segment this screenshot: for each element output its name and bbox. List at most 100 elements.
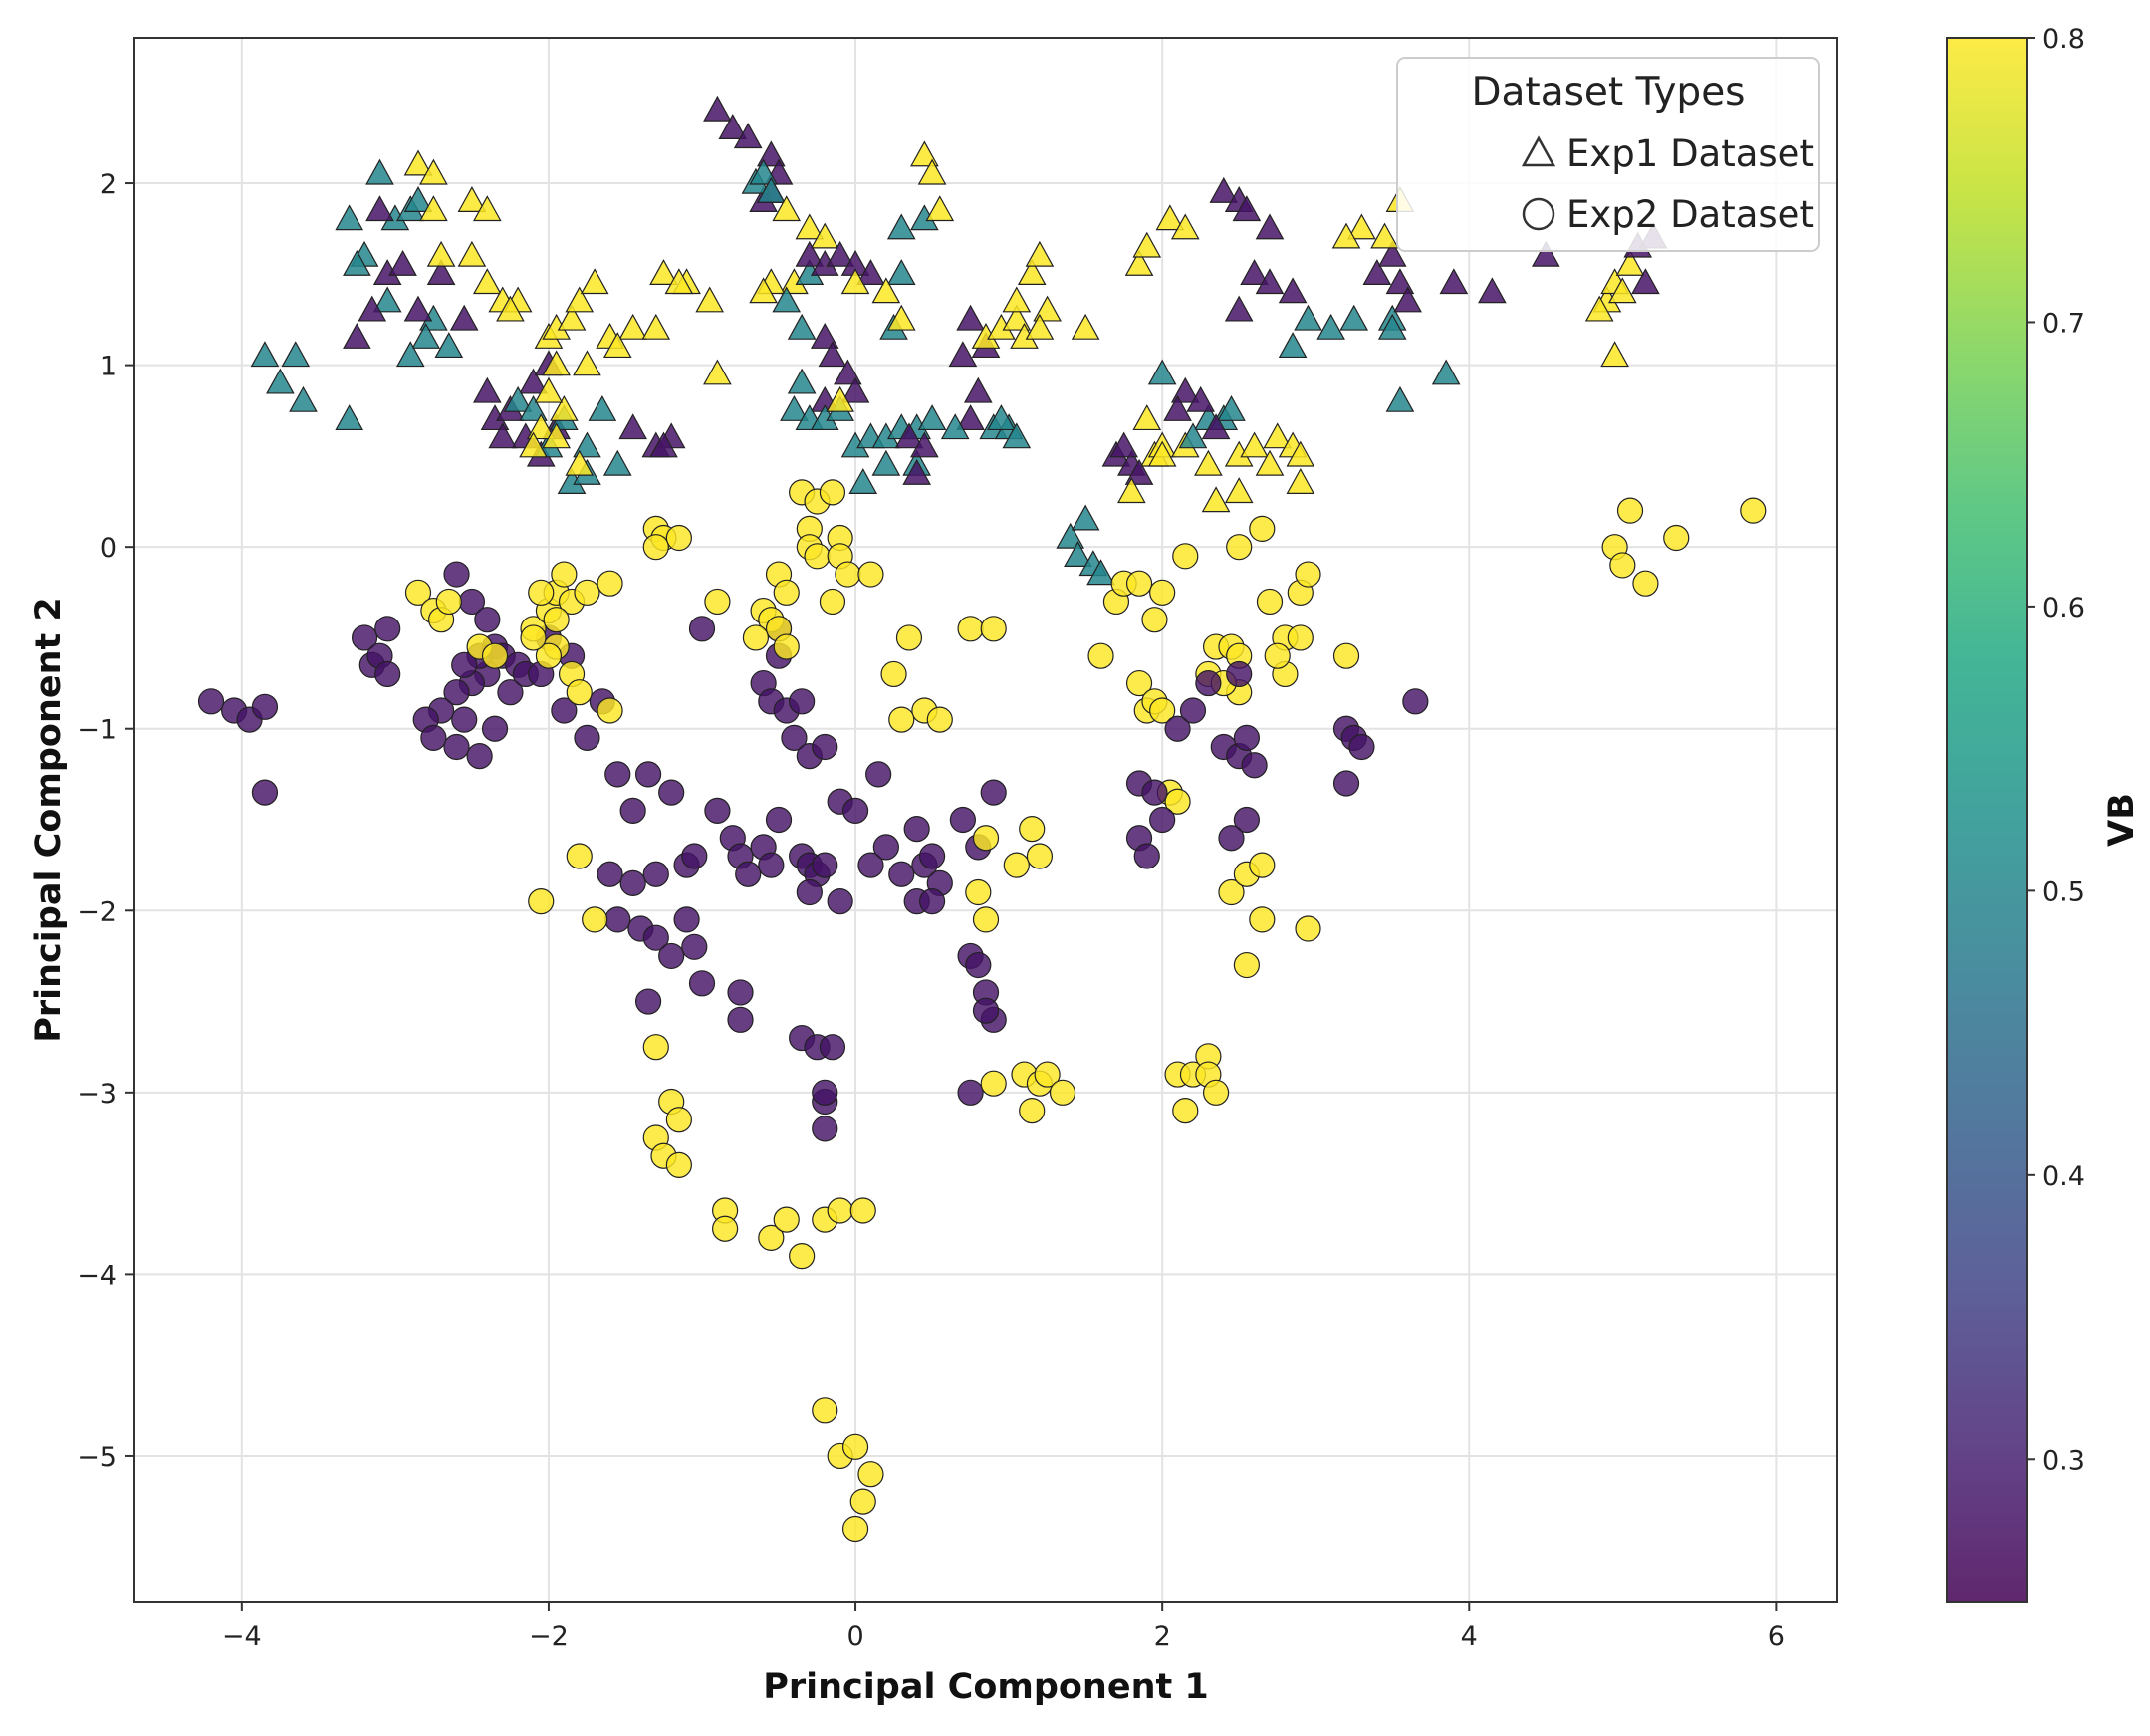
- x-tick-label-1: −2: [529, 1621, 569, 1652]
- exp2-point-244: [1295, 915, 1321, 942]
- exp1-point-48: [573, 431, 601, 458]
- exp1-point-106: [834, 359, 862, 385]
- exp1-point-30: [496, 295, 525, 322]
- exp1-point-82: [733, 123, 763, 149]
- exp1-point-120: [848, 468, 878, 494]
- exp1-point-224: [1608, 277, 1637, 304]
- exp2-point-178: [857, 1461, 884, 1488]
- exp1-point-209: [1385, 385, 1415, 412]
- exp2-point-23: [466, 743, 493, 770]
- legend-title: Dataset Types: [1471, 70, 1745, 115]
- exp2-point-245: [1233, 951, 1260, 979]
- exp2-point-171: [827, 1197, 853, 1224]
- exp1-point-137: [956, 304, 985, 331]
- exp1-point-184: [1240, 431, 1269, 458]
- exp1-point-14: [343, 322, 371, 349]
- exp1-point-134: [894, 422, 924, 449]
- y-tick-label-6: 1: [100, 352, 117, 382]
- exp2-point-48: [597, 570, 623, 597]
- exp1-point-5: [403, 186, 433, 212]
- exp2-point-172: [849, 1197, 876, 1224]
- exp1-point-24: [457, 186, 487, 212]
- exp2-point-59: [665, 524, 692, 552]
- exp2-point-97: [812, 1116, 838, 1142]
- exp2-point-106: [903, 816, 930, 843]
- exp2-point-63: [634, 761, 662, 788]
- exp1-point-67: [641, 313, 671, 340]
- exp2-point-54: [597, 697, 623, 724]
- exp1-point-105: [818, 341, 847, 368]
- exp1-point-130: [871, 277, 901, 304]
- exp1-point-125: [886, 259, 916, 286]
- exp1-point-66: [618, 313, 647, 340]
- exp1-point-0: [335, 204, 363, 231]
- exp2-point-77: [704, 797, 731, 824]
- exp1-point-152: [1025, 240, 1055, 267]
- exp1-point-191: [1124, 249, 1154, 276]
- exp1-point-10: [395, 341, 425, 368]
- x-tick-label-0: −4: [222, 1621, 262, 1652]
- exp2-point-25: [451, 706, 478, 733]
- exp1-point-192: [1132, 231, 1162, 258]
- exp2-point-224: [1149, 806, 1176, 834]
- exp1-point-73: [618, 413, 647, 440]
- exp2-point-159: [642, 1034, 669, 1061]
- exp2-point-257: [1740, 497, 1767, 524]
- exp2-point-253: [1609, 552, 1636, 579]
- exp1-point-169: [1132, 404, 1162, 431]
- exp2-point-251: [1202, 1079, 1230, 1106]
- exp1-point-62: [557, 304, 587, 331]
- exp2-point-198: [1149, 697, 1176, 724]
- exp1-point-215: [1439, 268, 1469, 295]
- exp2-point-213: [1264, 642, 1291, 669]
- exp1-point-132: [840, 268, 870, 295]
- exp2-point-70: [658, 942, 685, 970]
- exp1-point-229: [1631, 268, 1660, 295]
- exp1-point-79: [664, 268, 694, 295]
- exp2-point-222: [1133, 843, 1160, 869]
- exp1-point-204: [1316, 313, 1345, 340]
- data-points: [197, 95, 1767, 1543]
- exp1-point-80: [703, 95, 732, 122]
- x-axis-ticks: −4 −2 0 2 4 6: [222, 1602, 1785, 1652]
- exp2-point-158: [582, 906, 608, 933]
- exp2-point-118: [957, 1079, 984, 1106]
- exp2-point-166: [712, 1215, 739, 1242]
- exp2-point-129: [688, 616, 716, 642]
- exp1-point-202: [1278, 277, 1308, 304]
- exp2-point-67: [604, 906, 631, 933]
- exp2-point-80: [735, 861, 762, 887]
- exp2-point-76: [681, 843, 708, 869]
- exp2-point-117: [972, 997, 1000, 1024]
- exp2-point-176: [849, 1488, 876, 1515]
- exp1-point-109: [780, 395, 809, 421]
- exp1-point-138: [948, 341, 978, 368]
- exp2-point-82: [727, 1006, 754, 1033]
- exp1-point-95: [749, 277, 778, 304]
- exp1-point-90: [772, 195, 802, 222]
- exp2-point-150: [895, 624, 923, 651]
- exp1-point-205: [1339, 304, 1369, 331]
- colorbar-tick-label-4: 0.7: [2042, 308, 2085, 339]
- exp2-point-41: [481, 642, 509, 669]
- exp2-point-233: [1233, 806, 1260, 834]
- exp2-point-49: [528, 579, 555, 606]
- exp2-point-140: [819, 588, 846, 616]
- exp2-point-119: [965, 951, 992, 979]
- exp1-point-89: [757, 176, 786, 203]
- colorbar-tick-label-3: 0.6: [2042, 593, 2085, 623]
- exp1-point-221: [1331, 222, 1361, 249]
- exp1-point-220: [1370, 222, 1399, 249]
- exp2-point-230: [1233, 724, 1260, 751]
- exp1-point-46: [519, 395, 548, 421]
- exp1-point-211: [1362, 259, 1392, 286]
- exp1-point-155: [1071, 313, 1100, 340]
- exp2-point-231: [1241, 752, 1268, 779]
- exp2-point-184: [1026, 843, 1054, 869]
- colorbar-tick-label-2: 0.5: [2042, 876, 2085, 907]
- exp2-point-189: [1034, 1061, 1061, 1088]
- exp1-point-172: [1147, 359, 1177, 385]
- legend-label-exp1: Exp1 Dataset: [1566, 132, 1814, 175]
- exp2-point-104: [888, 861, 915, 887]
- exp2-point-18: [443, 679, 470, 706]
